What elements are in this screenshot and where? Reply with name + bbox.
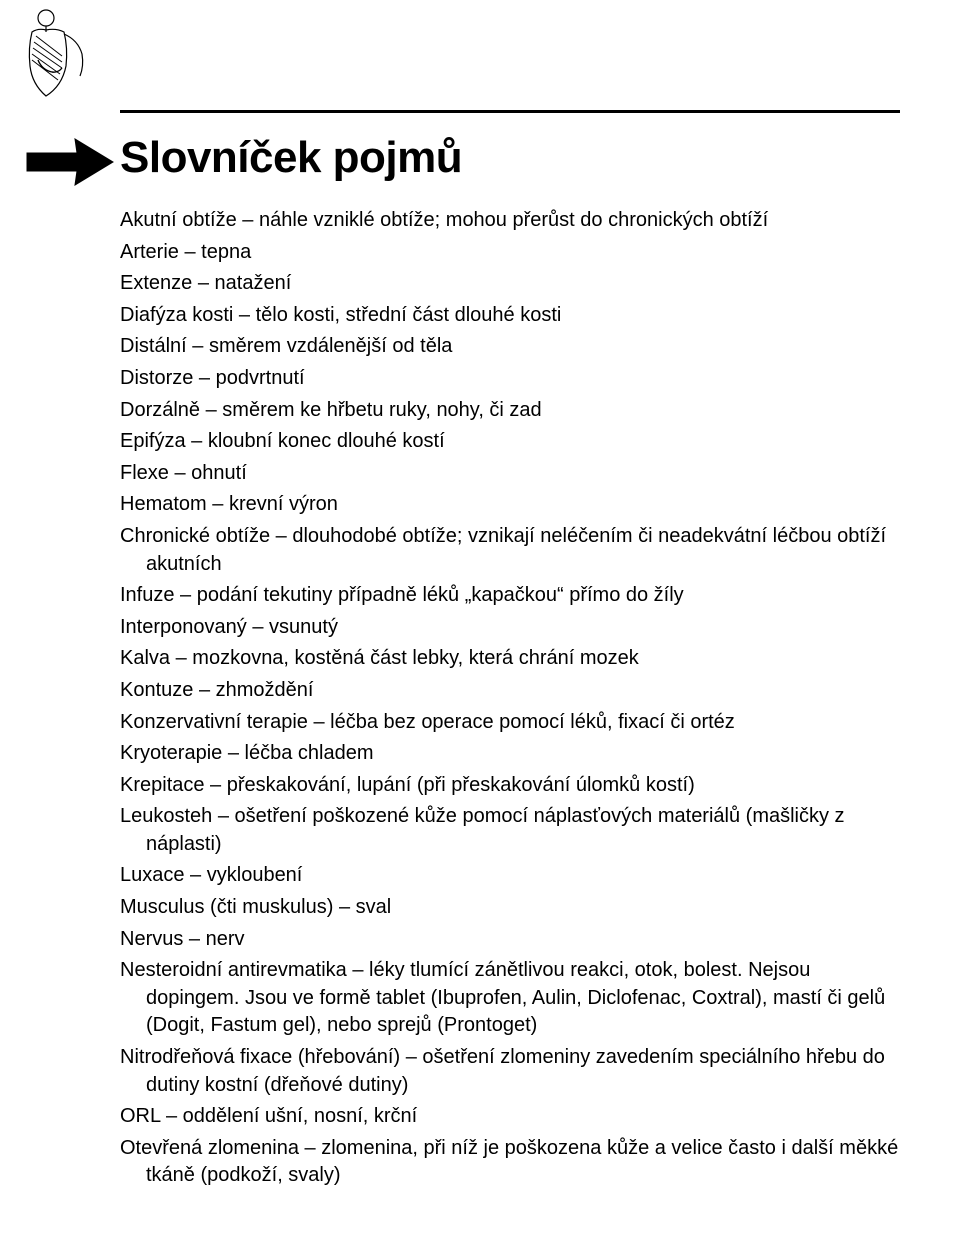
page-title: Slovníček pojmů <box>120 133 900 183</box>
glossary-entry: Kryoterapie – léčba chladem <box>120 740 900 768</box>
glossary-definition: tepna <box>201 241 251 263</box>
glossary-entry: Akutní obtíže – náhle vzniklé obtíže; mo… <box>120 207 900 235</box>
glossary-term: Epifýza <box>120 430 186 452</box>
glossary-definition: tělo kosti, střední část dlouhé kosti <box>256 304 562 326</box>
glossary-entry: Kontuze – zhmoždění <box>120 677 900 705</box>
glossary-term: Infuze <box>120 584 174 606</box>
glossary-entry: Distální – směrem vzdálenější od těla <box>120 333 900 361</box>
glossary-entry: Krepitace – přeskakování, lupání (při př… <box>120 772 900 800</box>
glossary-definition: směrem ke hřbetu ruky, nohy, či zad <box>222 399 541 421</box>
glossary-entry: Hematom – krevní výron <box>120 491 900 519</box>
glossary-term: Krepitace <box>120 774 205 796</box>
glossary-entry: Leukosteh – ošetření poškozené kůže pomo… <box>120 803 900 858</box>
glossary-entry: Diafýza kosti – tělo kosti, střední část… <box>120 302 900 330</box>
glossary-term: Luxace <box>120 864 185 886</box>
glossary-term: Kalva <box>120 647 170 669</box>
bandaged-torso-icon <box>18 8 88 98</box>
glossary-entry: Arterie – tepna <box>120 239 900 267</box>
glossary-entry: Kalva – mozkovna, kostěná část lebky, kt… <box>120 645 900 673</box>
glossary-entry: Distorze – podvrtnutí <box>120 365 900 393</box>
glossary-definition: léčba chladem <box>245 742 374 764</box>
glossary-entry: Dorzálně – směrem ke hřbetu ruky, nohy, … <box>120 397 900 425</box>
glossary-definition: nerv <box>206 928 245 950</box>
glossary-term: Extenze <box>120 272 192 294</box>
glossary-entry: Epifýza – kloubní konec dlouhé kostí <box>120 428 900 456</box>
glossary-term: Kryoterapie <box>120 742 222 764</box>
glossary-definition: vsunutý <box>269 616 338 638</box>
glossary-term: Distální <box>120 335 187 357</box>
glossary-term: Akutní obtíže <box>120 209 237 231</box>
glossary-definition: léčba bez operace pomocí léků, fixací či… <box>330 711 735 733</box>
glossary-term: Otevřená zlomenina <box>120 1137 299 1159</box>
glossary-entry: ORL – oddělení ušní, nosní, krční <box>120 1103 900 1131</box>
glossary-term: Konzervativní terapie <box>120 711 308 733</box>
glossary-term: Dorzálně <box>120 399 200 421</box>
glossary-term: Arterie <box>120 241 179 263</box>
glossary-entry: Chronické obtíže – dlouhodobé obtíže; vz… <box>120 523 900 578</box>
glossary-term: Distorze <box>120 367 193 389</box>
glossary-entry: Nesteroidní antirevmatika – léky tlumící… <box>120 957 900 1040</box>
glossary-entry: Musculus (čti muskulus) – sval <box>120 894 900 922</box>
glossary-definition: zhmoždění <box>216 679 314 701</box>
glossary-definition: mozkovna, kostěná část lebky, která chrá… <box>192 647 639 669</box>
glossary-term: Interponovaný <box>120 616 247 638</box>
glossary-entry: Konzervativní terapie – léčba bez operac… <box>120 709 900 737</box>
glossary-entry: Interponovaný – vsunutý <box>120 614 900 642</box>
glossary-term: Hematom <box>120 493 207 515</box>
glossary-term: Chronické obtíže <box>120 525 270 547</box>
glossary-definition: natažení <box>215 272 292 294</box>
glossary-entry: Flexe – ohnutí <box>120 460 900 488</box>
glossary-definition: ošetření poškozené kůže pomocí náplasťov… <box>146 805 845 855</box>
glossary-definition: přeskakování, lupání (při přeskakování ú… <box>227 774 695 796</box>
glossary-term: Leukosteh <box>120 805 212 827</box>
glossary-page: Slovníček pojmů Akutní obtíže – náhle vz… <box>0 0 960 1234</box>
glossary-definition: směrem vzdálenější od těla <box>209 335 452 357</box>
glossary-definition: podvrtnutí <box>216 367 305 389</box>
glossary-entry: Otevřená zlomenina – zlomenina, při níž … <box>120 1135 900 1190</box>
right-arrow-icon <box>25 135 115 190</box>
glossary-definition: vykloubení <box>207 864 303 886</box>
glossary-definition: ohnutí <box>191 462 247 484</box>
glossary-definition: kloubní konec dlouhé kostí <box>208 430 445 452</box>
glossary-term: Musculus (čti muskulus) <box>120 896 333 918</box>
header-divider <box>120 110 900 113</box>
glossary-term: ORL <box>120 1105 160 1127</box>
glossary-definition: náhle vzniklé obtíže; mohou přerůst do c… <box>259 209 768 231</box>
glossary-term: Flexe <box>120 462 169 484</box>
glossary-entry: Infuze – podání tekutiny případně léků „… <box>120 582 900 610</box>
glossary-term: Nervus <box>120 928 183 950</box>
glossary-definition: oddělení ušní, nosní, krční <box>183 1105 418 1127</box>
glossary-term: Kontuze <box>120 679 193 701</box>
glossary-definition: krevní výron <box>229 493 338 515</box>
glossary-entries: Akutní obtíže – náhle vzniklé obtíže; mo… <box>120 207 900 1190</box>
glossary-definition: podání tekutiny případně léků „kapačkou“… <box>197 584 684 606</box>
glossary-definition: sval <box>356 896 392 918</box>
glossary-entry: Nitrodřeňová fixace (hřebování) – ošetře… <box>120 1044 900 1099</box>
glossary-entry: Luxace – vykloubení <box>120 862 900 890</box>
glossary-term: Nesteroidní antirevmatika <box>120 959 347 981</box>
glossary-term: Nitrodřeňová fixace (hřebování) <box>120 1046 400 1068</box>
glossary-entry: Extenze – natažení <box>120 270 900 298</box>
glossary-entry: Nervus – nerv <box>120 926 900 954</box>
glossary-term: Diafýza kosti <box>120 304 233 326</box>
